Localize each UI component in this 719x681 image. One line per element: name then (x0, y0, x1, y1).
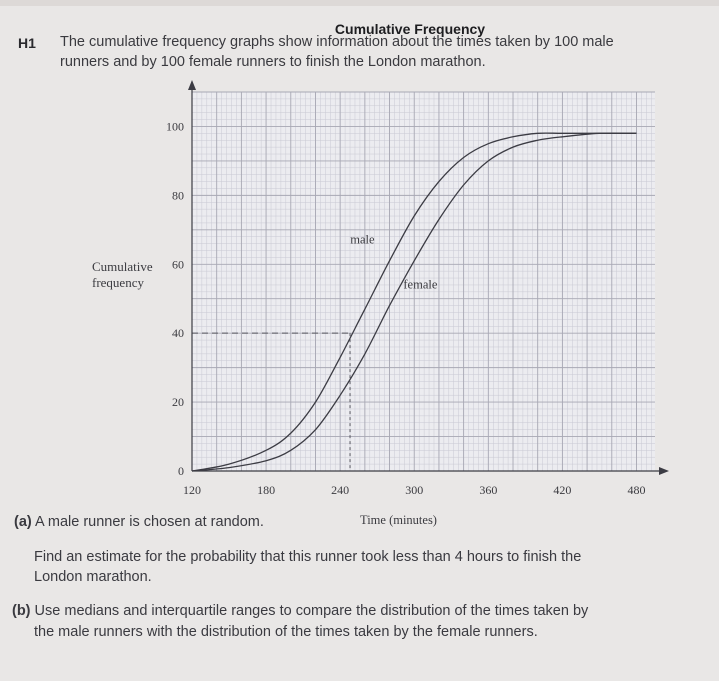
part-a-line-3: London marathon. (34, 569, 152, 585)
part-a-line-2: Find an estimate for the probability tha… (34, 549, 582, 565)
series-line-male (191, 132, 637, 472)
page-top-edge (0, 0, 719, 6)
part-b-label: (b) (12, 603, 31, 619)
question-intro-line-1: The cumulative frequency graphs show inf… (60, 34, 614, 50)
x-axis-label: Time (minutes) (360, 513, 437, 527)
x-tick-label: 240 (331, 483, 349, 497)
part-b-line-2: the male runners with the distribution o… (34, 624, 538, 640)
annotation-female: female (403, 277, 437, 291)
series-line-female (191, 132, 637, 472)
chart-labels: 0 20 40 60 80 100 120 180 240 300 360 420 480 male fem… (166, 119, 645, 497)
part-a-label: (a) (14, 514, 32, 530)
part-a-line-1: (a) A male runner is chosen at random. (14, 514, 264, 530)
x-tick-label: 480 (627, 483, 645, 497)
part-b-text-1: Use medians and interquartile ranges to … (34, 603, 589, 619)
y-axis-arrow (188, 80, 196, 90)
x-tick-label: 180 (257, 483, 275, 497)
chart-reading-lines (192, 332, 351, 471)
annotation-male: male (350, 233, 375, 247)
chart-plot-background (192, 92, 655, 471)
page-heading: Cumulative Frequency (334, 21, 486, 37)
y-tick-label: 40 (172, 326, 184, 340)
y-tick-label: 100 (166, 119, 184, 133)
cumulative-frequency-chart: 0 20 40 60 80 100 120 180 240 300 360 420 480 male fem… (92, 80, 669, 527)
chart-axes (188, 80, 669, 475)
x-tick-label: 360 (479, 483, 497, 497)
x-tick-label: 300 (405, 483, 423, 497)
y-axis-label-line-2: frequency (92, 275, 144, 290)
y-axis-label-line-1: Cumulative (92, 259, 153, 274)
x-axis-arrow (659, 467, 669, 475)
y-tick-label: 80 (172, 188, 184, 202)
y-tick-label: 0 (178, 464, 184, 478)
chart-series-layer (191, 132, 637, 472)
x-tick-label: 420 (553, 483, 571, 497)
part-a-text-1: A male runner is chosen at random. (34, 514, 264, 530)
y-tick-label: 60 (172, 257, 184, 271)
y-tick-label: 20 (172, 395, 184, 409)
part-b-line-1: (b) Use medians and interquartile ranges… (12, 603, 588, 619)
question-intro-line-2: runners and by 100 female runners to fin… (60, 54, 486, 70)
x-tick-label: 120 (183, 483, 201, 497)
question-number: H1 (18, 35, 36, 51)
